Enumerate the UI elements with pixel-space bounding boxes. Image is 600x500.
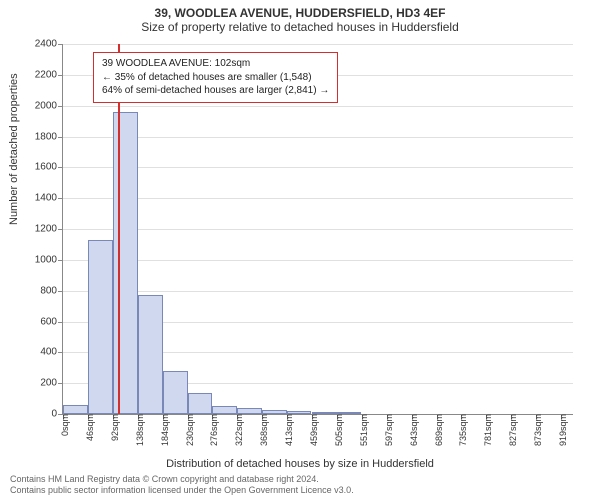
xtick-label: 184sqm bbox=[156, 414, 170, 446]
xtick-label: 0sqm bbox=[56, 414, 70, 436]
xtick-label: 322sqm bbox=[230, 414, 244, 446]
x-axis-label: Distribution of detached houses by size … bbox=[0, 458, 600, 470]
gridline-h bbox=[63, 229, 573, 230]
ytick-label: 1400 bbox=[35, 193, 63, 204]
ytick-label: 2200 bbox=[35, 69, 63, 80]
footer-line-2: Contains public sector information licen… bbox=[10, 485, 354, 496]
ytick-label: 400 bbox=[40, 347, 63, 358]
xtick-label: 92sqm bbox=[106, 414, 120, 441]
xtick-label: 505sqm bbox=[330, 414, 344, 446]
histogram-bar bbox=[212, 406, 237, 414]
gridline-h bbox=[63, 137, 573, 138]
xtick-label: 689sqm bbox=[430, 414, 444, 446]
xtick-label: 230sqm bbox=[181, 414, 195, 446]
gridline-h bbox=[63, 167, 573, 168]
xtick-label: 138sqm bbox=[131, 414, 145, 446]
xtick-label: 368sqm bbox=[255, 414, 269, 446]
gridline-h bbox=[63, 44, 573, 45]
gridline-h bbox=[63, 198, 573, 199]
footer-attribution: Contains HM Land Registry data © Crown c… bbox=[10, 474, 354, 497]
chart-container: 39, WOODLEA AVENUE, HUDDERSFIELD, HD3 4E… bbox=[0, 0, 600, 500]
ytick-label: 2000 bbox=[35, 100, 63, 111]
histogram-bar bbox=[163, 371, 188, 414]
histogram-bar bbox=[188, 393, 213, 414]
ytick-label: 1000 bbox=[35, 254, 63, 265]
xtick-label: 735sqm bbox=[454, 414, 468, 446]
plot-area: 0200400600800100012001400160018002000220… bbox=[62, 44, 573, 415]
ytick-label: 1600 bbox=[35, 162, 63, 173]
info-line-3: 64% of semi-detached houses are larger (… bbox=[102, 84, 329, 98]
xtick-label: 459sqm bbox=[305, 414, 319, 446]
gridline-h bbox=[63, 106, 573, 107]
histogram-bar bbox=[88, 240, 113, 414]
ytick-label: 200 bbox=[40, 378, 63, 389]
title-address: 39, WOODLEA AVENUE, HUDDERSFIELD, HD3 4E… bbox=[0, 0, 600, 20]
ytick-label: 2400 bbox=[35, 39, 63, 50]
ytick-label: 1800 bbox=[35, 131, 63, 142]
y-axis-label: Number of detached properties bbox=[8, 73, 20, 225]
histogram-bar bbox=[138, 295, 163, 414]
xtick-label: 919sqm bbox=[554, 414, 568, 446]
xtick-label: 413sqm bbox=[280, 414, 294, 446]
ytick-label: 600 bbox=[40, 316, 63, 327]
xtick-label: 643sqm bbox=[405, 414, 419, 446]
ytick-label: 800 bbox=[40, 285, 63, 296]
xtick-label: 551sqm bbox=[355, 414, 369, 446]
histogram-bar bbox=[113, 112, 138, 414]
ytick-label: 1200 bbox=[35, 224, 63, 235]
gridline-h bbox=[63, 260, 573, 261]
gridline-h bbox=[63, 291, 573, 292]
info-line-2: ← 35% of detached houses are smaller (1,… bbox=[102, 71, 329, 85]
info-line-1: 39 WOODLEA AVENUE: 102sqm bbox=[102, 57, 329, 71]
xtick-label: 781sqm bbox=[479, 414, 493, 446]
histogram-bar bbox=[63, 405, 88, 414]
xtick-label: 46sqm bbox=[81, 414, 95, 441]
xtick-label: 873sqm bbox=[529, 414, 543, 446]
info-box: 39 WOODLEA AVENUE: 102sqm ← 35% of detac… bbox=[93, 52, 338, 103]
xtick-label: 276sqm bbox=[205, 414, 219, 446]
xtick-label: 827sqm bbox=[504, 414, 518, 446]
title-subtitle: Size of property relative to detached ho… bbox=[0, 20, 600, 38]
footer-line-1: Contains HM Land Registry data © Crown c… bbox=[10, 474, 354, 485]
xtick-label: 597sqm bbox=[380, 414, 394, 446]
